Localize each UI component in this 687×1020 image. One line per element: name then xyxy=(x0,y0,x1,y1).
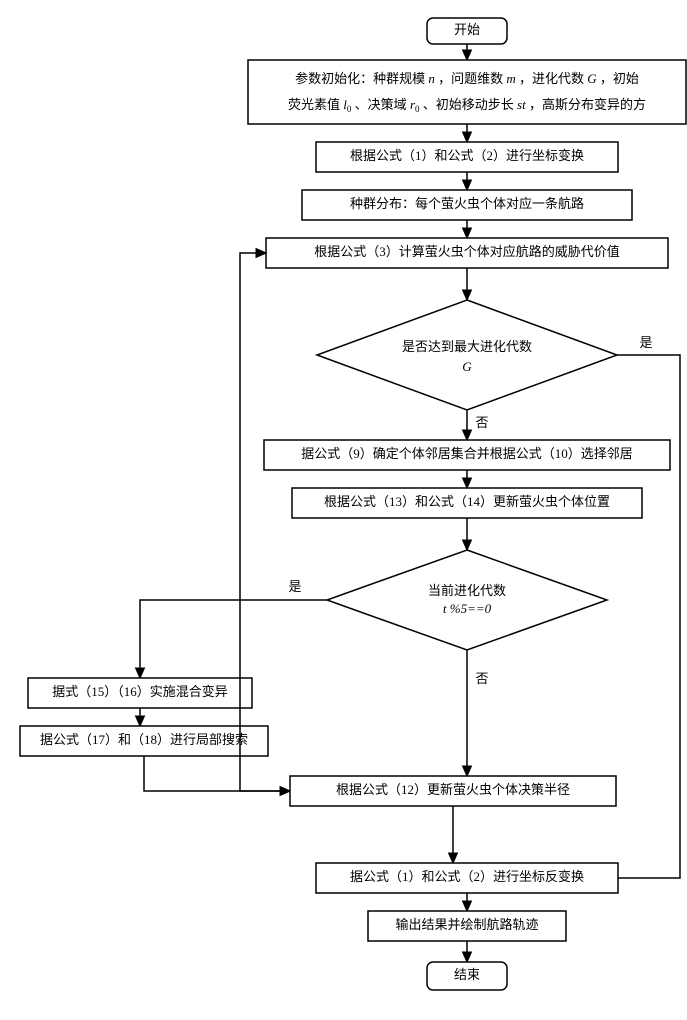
d2-line2: t %5==0 xyxy=(443,601,492,616)
local-label: 据公式（17）和（18）进行局部搜索 xyxy=(40,732,248,747)
radius-label: 根据公式（12）更新萤火虫个体决策半径 xyxy=(336,782,570,797)
init-line2: 荧光素值 l0 、决策域 r0 、初始移动步长 st ，高斯分布变异的方 xyxy=(288,97,646,114)
d2-line1: 当前进化代数 xyxy=(428,583,506,598)
update-label: 根据公式（13）和公式（14）更新萤火虫个体位置 xyxy=(324,494,610,509)
d1-line1: 是否达到最大进化代数 xyxy=(402,339,532,354)
flowchart: 开始 参数初始化：种群规模 n ，问题维数 m ，进化代数 G ，初始 荧光素值… xyxy=(10,10,687,1010)
inv-label: 据公式（1）和公式（2）进行坐标反变换 xyxy=(350,869,584,884)
d2-no-label: 否 xyxy=(475,671,488,686)
d1-no-label: 否 xyxy=(475,415,488,430)
d1-node xyxy=(317,300,617,410)
d1-line2: G xyxy=(462,359,472,374)
out-label: 输出结果并绘制航路轨迹 xyxy=(395,917,538,932)
d2-yes-label: 是 xyxy=(288,579,301,594)
mut-label: 据式（15）（16）实施混合变异 xyxy=(52,684,228,699)
neigh-label: 据公式（9）确定个体邻居集合并根据公式（10）选择邻居 xyxy=(301,446,633,461)
pop-label: 种群分布：每个萤火虫个体对应一条航路 xyxy=(350,196,584,211)
end-label: 结束 xyxy=(454,967,480,982)
d1-yes-label: 是 xyxy=(639,335,652,350)
cost-label: 根据公式（3）计算萤火虫个体对应航路的威胁代价值 xyxy=(314,244,620,259)
init-node xyxy=(248,60,686,124)
coord-label: 根据公式（1）和公式（2）进行坐标变换 xyxy=(350,148,584,163)
start-label: 开始 xyxy=(454,22,480,37)
init-line1: 参数初始化：种群规模 n ，问题维数 m ，进化代数 G ，初始 xyxy=(295,71,639,86)
